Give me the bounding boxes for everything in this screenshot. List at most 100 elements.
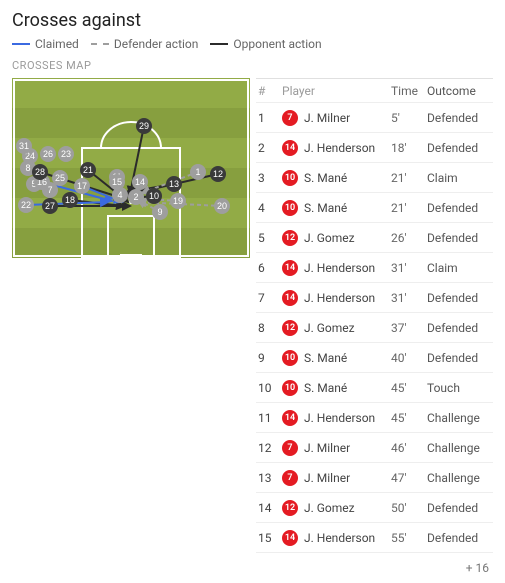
cross-marker-label: 12 (213, 169, 223, 179)
jersey-badge: 10 (282, 350, 298, 366)
row-player: 14 J. Henderson (282, 410, 391, 426)
table-row[interactable]: 1412J. Gomez50'Defended (256, 493, 493, 523)
legend-item: Opponent action (210, 37, 321, 51)
row-time: 47' (391, 471, 427, 485)
table-row[interactable]: 410S. Mané21'Defended (256, 193, 493, 223)
col-num-header: # (256, 84, 282, 98)
row-index: 11 (256, 411, 282, 425)
cross-marker-label: 14 (135, 177, 145, 187)
cross-marker-label: 2 (133, 192, 138, 202)
crosses-table: # Player Time Outcome 17J. Milner5'Defen… (256, 78, 493, 583)
row-index: 5 (256, 231, 282, 245)
row-time: 18' (391, 141, 427, 155)
legend: ClaimedDefender actionOpponent action (12, 37, 493, 51)
table-row[interactable]: 1010S. Mané45'Touch (256, 373, 493, 403)
row-player: 10S. Mané (282, 380, 391, 396)
row-index: 15 (256, 531, 282, 545)
row-time: 31' (391, 291, 427, 305)
row-time: 45' (391, 411, 427, 425)
jersey-badge: 14 (282, 140, 298, 156)
table-row[interactable]: 910S. Mané40'Defended (256, 343, 493, 373)
row-player: 10S. Mané (282, 170, 391, 186)
row-time: 50' (391, 501, 427, 515)
row-player: 14 J. Henderson (282, 530, 391, 546)
table-row[interactable]: 714 J. Henderson 31'Defended (256, 283, 493, 313)
row-outcome: Challenge (427, 441, 493, 455)
row-index: 7 (256, 291, 282, 305)
crosses-map: 1245789111213141516171819202122232425262… (12, 78, 250, 583)
cross-marker-label: 8 (25, 163, 30, 173)
cross-marker-label: 19 (173, 196, 183, 206)
row-player: 14 J. Henderson (282, 290, 391, 306)
row-player: 12J. Gomez (282, 500, 391, 516)
row-index: 2 (256, 141, 282, 155)
legend-swatch (91, 43, 109, 45)
player-name: J. Henderson (304, 141, 375, 155)
table-row[interactable]: 1514J. Henderson55'Defended (256, 523, 493, 553)
table-row[interactable]: 127J. Milner46'Challenge (256, 433, 493, 463)
row-outcome: Claim (427, 171, 493, 185)
panel-title: Crosses against (12, 10, 493, 31)
row-time: 46' (391, 441, 427, 455)
row-index: 4 (256, 201, 282, 215)
row-index: 6 (256, 261, 282, 275)
table-row[interactable]: 512J. Gomez26'Defended (256, 223, 493, 253)
row-player: 14 J. Henderson (282, 260, 391, 276)
row-time: 45' (391, 381, 427, 395)
table-row[interactable]: 310S. Mané21'Claim (256, 163, 493, 193)
cross-marker-label: 29 (139, 121, 149, 131)
row-player: 7J. Milner (282, 440, 391, 456)
row-outcome: Defended (427, 291, 493, 305)
row-player: 7J. Milner (282, 110, 391, 126)
player-name: J. Milner (304, 471, 350, 485)
row-outcome: Defended (427, 321, 493, 335)
jersey-badge: 12 (282, 230, 298, 246)
player-name: J. Henderson (304, 291, 375, 305)
legend-label: Defender action (114, 37, 199, 51)
table-row[interactable]: 214J. Henderson18'Defended (256, 133, 493, 163)
cross-marker-label: 22 (21, 200, 31, 210)
more-rows-link[interactable]: + 16 (256, 553, 493, 583)
row-outcome: Claim (427, 261, 493, 275)
row-index: 14 (256, 501, 282, 515)
row-outcome: Defended (427, 501, 493, 515)
row-time: 37' (391, 321, 427, 335)
jersey-badge: 14 (282, 530, 298, 546)
cross-marker-label: 1 (195, 167, 200, 177)
jersey-badge: 12 (282, 320, 298, 336)
table-row[interactable]: 137J. Milner47'Challenge (256, 463, 493, 493)
table-row[interactable]: 1114J. Henderson45'Challenge (256, 403, 493, 433)
cross-marker-label: 25 (55, 173, 65, 183)
row-outcome: Defended (427, 201, 493, 215)
table-row[interactable]: 17J. Milner5'Defended (256, 103, 493, 133)
row-index: 3 (256, 171, 282, 185)
cross-marker-label: 10 (149, 191, 159, 201)
cross-marker-label: 28 (35, 167, 45, 177)
row-index: 1 (256, 111, 282, 125)
row-player: 10 S. Mané (282, 350, 391, 366)
player-name: S. Mané (304, 171, 347, 185)
row-player: 12J. Gomez (282, 320, 391, 336)
jersey-badge: 14 (282, 410, 298, 426)
cross-marker-label: 23 (61, 149, 71, 159)
row-time: 21' (391, 171, 427, 185)
jersey-badge: 10 (282, 200, 298, 216)
jersey-badge: 7 (282, 440, 298, 456)
row-outcome: Touch (427, 381, 493, 395)
cross-marker-label: 15 (112, 177, 122, 187)
row-outcome: Challenge (427, 471, 493, 485)
row-time: 55' (391, 531, 427, 545)
player-name: J. Henderson (304, 411, 375, 425)
jersey-badge: 14 (282, 290, 298, 306)
player-name: J. Henderson (304, 261, 375, 275)
cross-marker-label: 20 (217, 201, 227, 211)
player-name: J. Milner (304, 111, 350, 125)
table-row[interactable]: 812J. Gomez37'Defended (256, 313, 493, 343)
col-time-header: Time (391, 84, 427, 98)
legend-swatch (12, 43, 30, 45)
row-index: 12 (256, 441, 282, 455)
jersey-badge: 14 (282, 260, 298, 276)
table-row[interactable]: 614J. Henderson31'Claim (256, 253, 493, 283)
player-name: J. Henderson (304, 531, 375, 545)
player-name: S. Mané (304, 351, 347, 365)
